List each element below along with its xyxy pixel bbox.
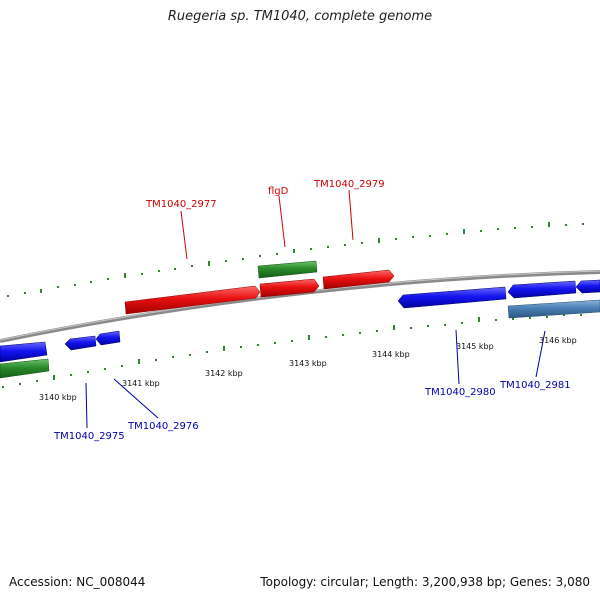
gene-tm1040-2979[interactable] xyxy=(322,269,395,290)
reverse-genes xyxy=(0,279,600,379)
scale-labels: 3140 kbp 3141 kbp 3142 kbp 3143 kbp 3144… xyxy=(39,336,577,402)
gene-tm1040-2976-a[interactable] xyxy=(64,335,97,351)
misc-feature-tm1040-2981[interactable] xyxy=(507,299,600,319)
rna-reverse-left[interactable] xyxy=(0,358,50,379)
scale-label-3142: 3142 kbp xyxy=(205,369,243,378)
scale-label-3143: 3143 kbp xyxy=(289,359,327,368)
gene-tm1040-2976-b[interactable] xyxy=(95,330,121,346)
gene-tm1040-2982-partial[interactable] xyxy=(575,279,600,294)
scale-label-3146: 3146 kbp xyxy=(539,336,577,345)
scale-label-3141: 3141 kbp xyxy=(122,379,160,388)
genome-summary-text: Topology: circular; Length: 3,200,938 bp… xyxy=(260,575,590,589)
forward-strand-ticks xyxy=(7,222,584,297)
label-tm1040-2981[interactable]: TM1040_2981 xyxy=(499,380,571,391)
forward-genes xyxy=(124,260,395,315)
forward-gene-labels: TM1040_2977 flgD TM1040_2979 xyxy=(145,179,385,210)
label-flgd[interactable]: flgD xyxy=(268,186,289,197)
label-tm1040-2977[interactable]: TM1040_2977 xyxy=(145,199,217,210)
label-tm1040-2979[interactable]: TM1040_2979 xyxy=(313,179,385,190)
label-tm1040-2980[interactable]: TM1040_2980 xyxy=(424,387,496,398)
scale-label-3140: 3140 kbp xyxy=(39,393,77,402)
scale-label-3144: 3144 kbp xyxy=(372,350,410,359)
gene-tm1040-2981[interactable] xyxy=(507,280,577,299)
label-tm1040-2976[interactable]: TM1040_2976 xyxy=(127,421,199,432)
accession-text: Accession: NC_008044 xyxy=(9,575,146,589)
label-tm1040-2975[interactable]: TM1040_2975 xyxy=(53,431,125,442)
genome-title: Ruegeria sp. TM1040, complete genome xyxy=(167,9,433,24)
reverse-gene-labels: TM1040_2975 TM1040_2976 TM1040_2980 TM10… xyxy=(53,380,571,442)
gene-tm1040-2980[interactable] xyxy=(397,286,507,309)
reverse-label-leaders xyxy=(85,329,546,429)
scale-label-3145: 3145 kbp xyxy=(456,342,494,351)
rna-forward-flgd[interactable] xyxy=(257,260,318,279)
gene-flgd[interactable] xyxy=(259,278,320,298)
gene-tm1040-2977[interactable] xyxy=(124,285,261,315)
forward-label-leaders xyxy=(180,189,354,260)
gene-tm1040-2975-left[interactable] xyxy=(0,341,48,363)
